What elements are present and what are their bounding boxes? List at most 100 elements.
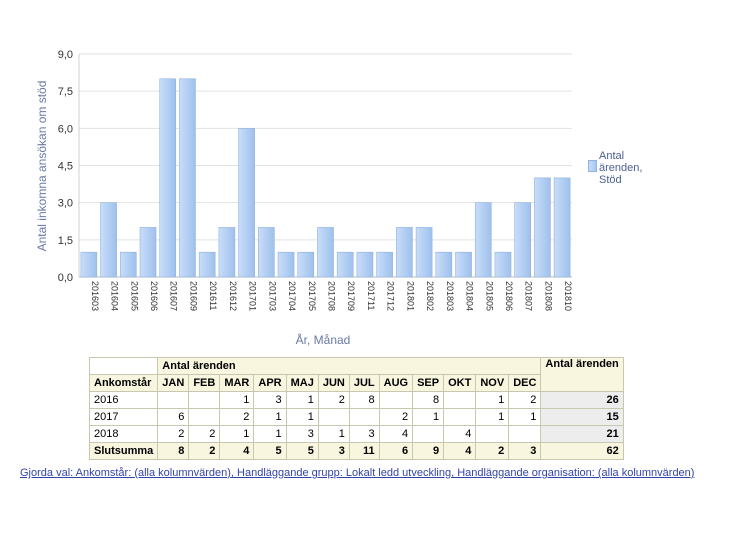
table-cell: 1 <box>253 408 287 426</box>
legend-swatch <box>588 160 597 172</box>
month-header-aug: AUG <box>378 374 414 392</box>
y-tick-label: 0,0 <box>58 272 73 284</box>
month-header-okt: OKT <box>443 374 477 392</box>
table-cell <box>188 391 221 409</box>
table-cell: 2 <box>378 408 414 426</box>
bar-chart: 0,0 1,5 3,0 4,5 6,0 7,5 9,0 201603 201604 201605… <box>35 49 668 347</box>
bar-201604 <box>100 202 117 278</box>
bars <box>80 78 571 278</box>
y-tick-label: 7,5 <box>58 86 73 98</box>
x-tick-label: 201805 <box>484 281 494 311</box>
table-cell: 1 <box>253 425 287 443</box>
x-tick-label: 201604 <box>110 281 120 311</box>
table-cell: 8 <box>348 391 380 409</box>
bar-201705 <box>297 251 315 278</box>
table-cell <box>412 425 445 443</box>
bar-201605 <box>120 251 137 278</box>
table-cell: 1 <box>219 391 255 409</box>
year-label: 2017 <box>88 408 159 426</box>
filter-selection-link[interactable]: Gjorda val: Ankomstår: (alla kolumnvärde… <box>20 467 695 479</box>
bar-201611 <box>198 251 216 278</box>
x-tick-label: 201605 <box>129 281 139 311</box>
bar-201701 <box>238 128 255 278</box>
table-cell: 1 <box>475 408 510 426</box>
x-tick-label: 201603 <box>90 281 100 311</box>
month-header-feb: FEB <box>188 374 221 392</box>
x-tick-label: 201808 <box>543 281 553 311</box>
month-header-dec: DEC <box>508 374 542 392</box>
x-tick-label: 201806 <box>504 281 514 311</box>
sum-cell: 2 <box>475 442 510 460</box>
x-tick-label: 201606 <box>149 281 159 311</box>
table-cell: 1 <box>285 391 319 409</box>
table-cell: 8 <box>412 391 445 409</box>
sum-cell: 6 <box>378 442 414 460</box>
x-tick-label: 201810 <box>563 281 573 311</box>
x-tick-label: 201804 <box>465 281 475 311</box>
bar-201704 <box>277 251 295 278</box>
bar-201709 <box>336 251 354 278</box>
sum-cell: 4 <box>443 442 477 460</box>
bar-201802 <box>415 227 433 278</box>
sum-cell: 4 <box>219 442 255 460</box>
y-tick-labels: 0,0 1,5 3,0 4,5 6,0 7,5 9,0 <box>58 49 73 284</box>
bar-201807 <box>514 202 532 278</box>
table-cell: 1 <box>285 408 319 426</box>
table-cell: 2 <box>508 391 542 409</box>
row-total: 21 <box>540 425 624 443</box>
table-cell: 3 <box>348 425 380 443</box>
x-axis-title: År, Månad <box>296 332 351 347</box>
table-cell: 6 <box>157 408 190 426</box>
bar-201708 <box>317 227 334 278</box>
table-cell: 1 <box>219 425 255 443</box>
bar-201606 <box>139 227 157 278</box>
sum-row: Slutsumma 8 2 4 5 5 3 11 6 9 4 2 3 62 <box>88 442 624 460</box>
table-cell: 2 <box>317 391 350 409</box>
x-tick-label: 201607 <box>169 281 179 311</box>
x-tick-label: 201612 <box>228 281 238 311</box>
legend-label-line-2: ärenden, <box>599 162 643 174</box>
chart-svg: 0,0 1,5 3,0 4,5 6,0 7,5 9,0 201603 201604 201605… <box>35 49 573 347</box>
x-tick-label: 201701 <box>248 281 258 311</box>
bar-201712 <box>376 251 393 278</box>
bar-201609 <box>179 78 196 278</box>
legend-label-line-3: Stöd <box>599 174 622 186</box>
table-cell <box>157 391 190 409</box>
sum-cell: 5 <box>253 442 287 460</box>
x-tick-label: 201704 <box>287 281 297 311</box>
table-cell <box>475 425 510 443</box>
bar-201603 <box>80 251 98 278</box>
bar-201806 <box>494 251 512 278</box>
bar-201810 <box>553 177 571 278</box>
table-cell: 3 <box>285 425 319 443</box>
month-group-header: Antal ärenden <box>157 357 542 375</box>
table-cell: 2 <box>188 425 221 443</box>
x-tick-label: 201801 <box>405 281 415 311</box>
x-tick-label: 201705 <box>307 281 317 311</box>
x-tick-labels: 201603 201604 201605 201606 201607 201609 2016… <box>90 281 573 311</box>
y-tick-label: 9,0 <box>58 49 73 61</box>
month-header-jan: JAN <box>157 374 190 392</box>
x-tick-label: 201611 <box>208 281 218 310</box>
legend-label-line-1: Antal <box>599 150 625 162</box>
table-header-row: Antal ärenden Antal ärenden <box>88 357 624 392</box>
sum-label: Slutsumma <box>88 442 159 460</box>
row-header-label: Ankomstår <box>88 374 159 392</box>
table-cell <box>443 391 477 409</box>
bar-201612 <box>218 227 236 278</box>
table-header-row: Ankomstår JAN FEB MAR APR MAJ JUN JUL AUG SEP OKT N… <box>88 374 624 392</box>
x-tick-label: 201609 <box>188 281 198 311</box>
year-label: 2018 <box>88 425 159 443</box>
month-header-jul: JUL <box>348 374 380 392</box>
table-cell <box>378 391 414 409</box>
table-cell: 1 <box>508 408 542 426</box>
x-tick-label: 201703 <box>267 281 277 311</box>
legend: Antal ärenden, Stöd <box>588 150 668 186</box>
pivot-table: Antal ärenden Antal ärenden Ankomstår JAN FE… <box>88 357 624 460</box>
y-tick-label: 3,0 <box>58 198 73 210</box>
y-tick-label: 6,0 <box>58 123 73 135</box>
bar-201703 <box>258 227 275 278</box>
total-header: Antal ärenden <box>540 357 624 392</box>
month-header-mar: MAR <box>219 374 255 392</box>
y-tick-label: 4,5 <box>58 161 73 173</box>
